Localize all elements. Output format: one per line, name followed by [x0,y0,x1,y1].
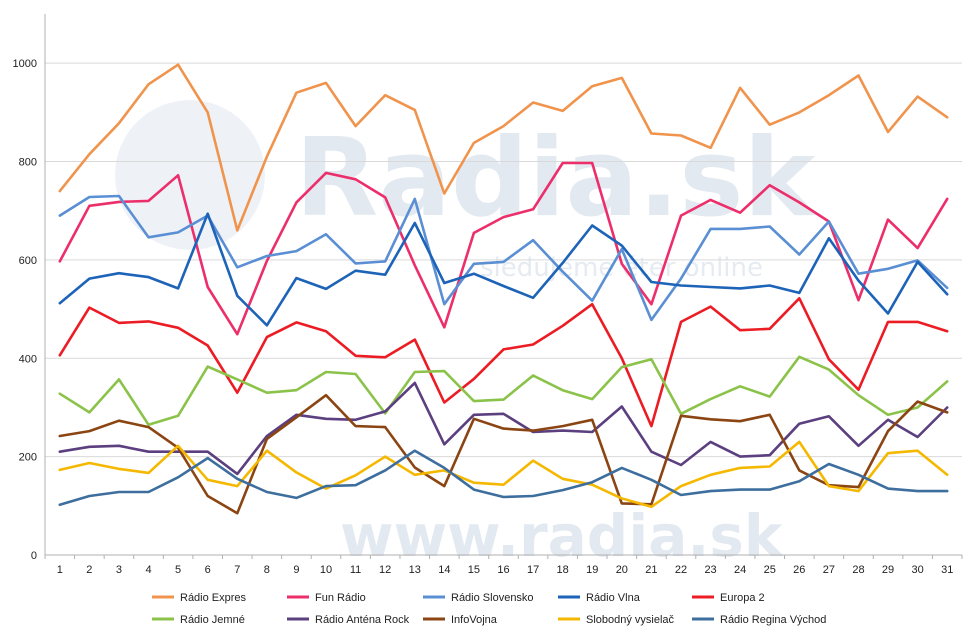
x-tick-label: 10 [320,564,332,576]
x-tick-label: 23 [704,564,716,576]
x-tick-label: 21 [645,564,657,576]
series-line-4 [58,296,949,428]
series-line-0 [58,63,949,232]
x-tick-label: 29 [882,564,894,576]
series-line-5 [58,355,949,427]
legend-label: Rádio Regina Východ [720,614,826,626]
series-lines [58,63,949,515]
x-tick-label: 20 [616,564,628,576]
y-tick-label: 200 [19,452,37,464]
x-tick-label: 4 [145,564,151,576]
y-tick-label: 1000 [13,58,37,70]
x-tick-label: 18 [557,564,569,576]
x-tick-label: 31 [941,564,953,576]
x-tick-label: 2 [86,564,92,576]
x-tick-label: 22 [675,564,687,576]
series-line-6 [58,381,949,476]
legend-label: Rádio Anténa Rock [315,614,410,626]
series-line-8 [58,440,949,509]
x-tick-label: 14 [438,564,450,576]
x-tick-label: 16 [497,564,509,576]
x-tick-label: 7 [234,564,240,576]
x-tick-label: 15 [468,564,480,576]
y-tick-label: 0 [31,550,37,562]
series-line-1 [58,161,949,336]
x-tick-label: 17 [527,564,539,576]
legend: Rádio Expres Fun Rádio Rádio Slovensko Rádi… [152,592,826,626]
x-tick-label: 5 [175,564,181,576]
legend-label: Slobodný vysielač [586,614,675,626]
x-tick-label: 19 [586,564,598,576]
x-tick-label: 11 [350,564,361,576]
series-line-3 [58,212,949,327]
x-tick-label: 9 [293,564,299,576]
x-tick-label: 25 [764,564,776,576]
watermark-logo-circle [115,100,265,250]
x-tick-label: 6 [205,564,211,576]
watermark-tagline: sledujeme éter online [480,253,763,283]
legend-label: Rádio Expres [180,592,247,604]
x-tick-label: 28 [852,564,864,576]
legend-label: Fun Rádio [315,592,366,604]
y-tick-label: 800 [19,157,37,169]
x-tick-label: 1 [57,564,63,576]
y-tick-label: 400 [19,353,37,365]
x-tick-label: 3 [116,564,122,576]
x-tick-label: 12 [379,564,391,576]
x-tick-label: 13 [409,564,421,576]
legend-label: Rádio Slovensko [451,592,534,604]
series-line-9 [58,449,949,507]
series-line-7 [58,393,949,515]
watermark-url: www.radia.sk [340,502,784,570]
x-tick-label: 26 [793,564,805,576]
grid [45,62,962,556]
x-tick-label: 8 [264,564,270,576]
legend-label: Rádio Vlna [586,592,641,604]
legend-label: Europa 2 [720,592,765,604]
x-tick-label: 27 [823,564,835,576]
watermark-brand: Radia.sk [295,116,818,241]
x-tick-label: 30 [912,564,924,576]
legend-label: Rádio Jemné [180,614,245,626]
x-tick-label: 24 [734,564,746,576]
watermark: Radia.sk sledujeme éter online www.radia… [115,100,818,570]
legend-label: InfoVojna [451,614,498,626]
y-tick-label: 600 [19,255,37,267]
